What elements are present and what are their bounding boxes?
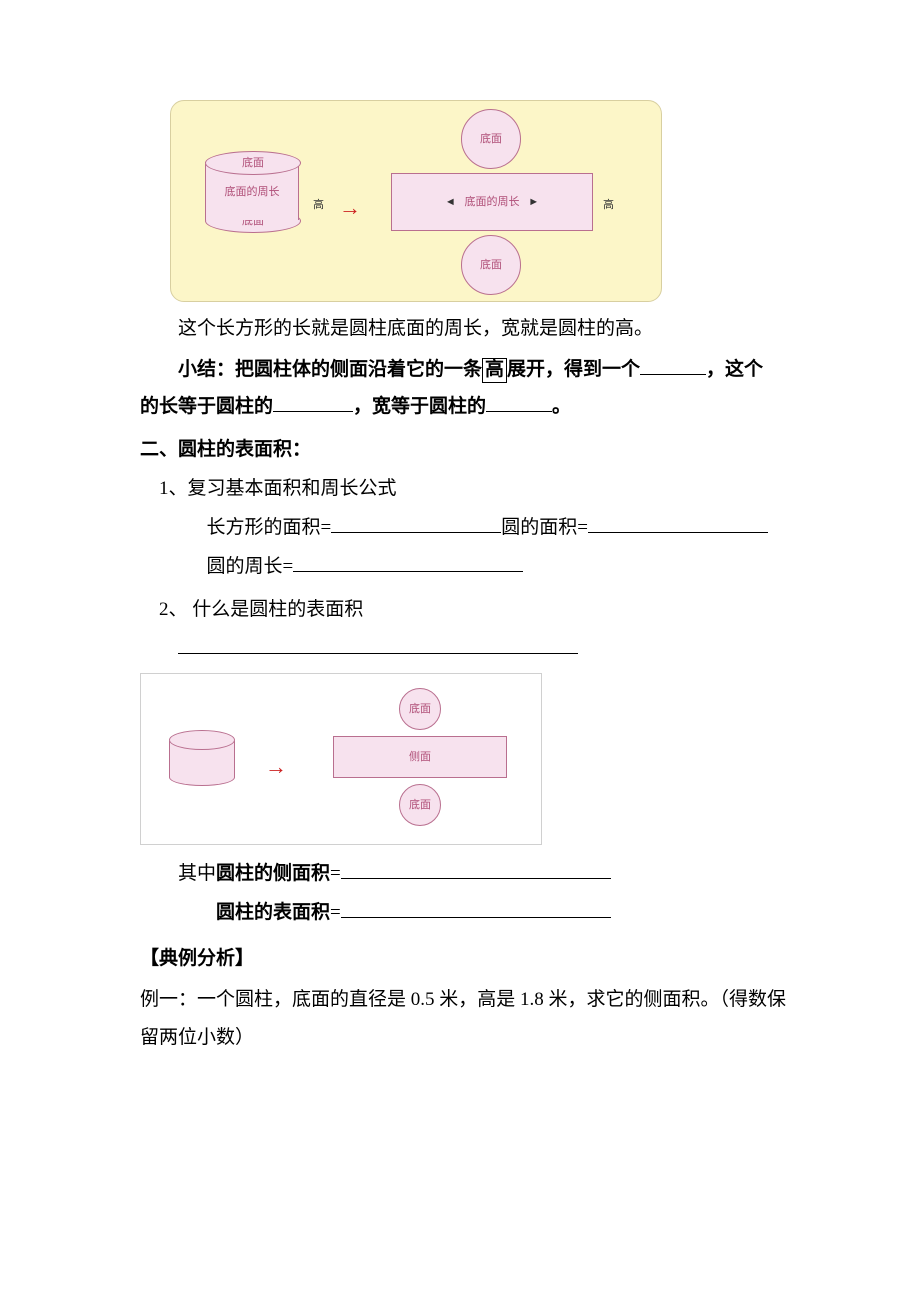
- unfolded-top-circle: 底面: [461, 109, 521, 169]
- surface-bottom-circle: 底面: [399, 784, 441, 826]
- surface-area-eq: =: [330, 902, 341, 923]
- formula-line-2: 圆的周长=: [207, 548, 791, 585]
- cylinder-top-face: 底面: [205, 151, 301, 175]
- cylinder-unfold-diagram: 底面 底面的周长 底面 高 → 底面 ◄ 底面的周长 ► 高 底面: [170, 100, 662, 302]
- summary-tail1: ，这个: [706, 359, 763, 380]
- blank-circle-area: [588, 509, 768, 533]
- example-1-text: 例一：一个圆柱，底面的直径是 0.5 米，高是 1.8 米，求它的侧面积。（得数…: [140, 981, 790, 1057]
- blank-rect-area: [331, 509, 501, 533]
- surface-side-rect: 侧面: [333, 736, 507, 778]
- section-2-heading: 二、圆柱的表面积：: [140, 431, 790, 468]
- paragraph-rect-description: 这个长方形的长就是圆柱底面的周长，宽就是圆柱的高。: [140, 310, 790, 347]
- unfolded-rectangle: ◄ 底面的周长 ►: [391, 173, 593, 231]
- lateral-area-bold: 圆柱的侧面积: [216, 863, 330, 884]
- examples-heading: 【典例分析】: [140, 940, 790, 977]
- summary-mid2: ，宽等于圆柱的: [353, 396, 486, 417]
- surface-area-bold: 圆柱的表面积: [216, 902, 330, 923]
- summary-end2: 。: [552, 396, 571, 417]
- lateral-area-prefix: 其中: [178, 863, 216, 884]
- blank-shape: [640, 351, 706, 375]
- circle-area-label: 圆的面积=: [501, 517, 588, 538]
- item-2-surface-area: 2、 什么是圆柱的表面积: [159, 591, 790, 628]
- arrow-left-icon: ◄: [445, 196, 456, 208]
- summary-boxed-word: 高: [482, 358, 507, 383]
- summary-paragraph: 小结：把圆柱体的侧面沿着它的一条高展开，得到一个 ，这个 的长等于圆柱的 ，宽等于圆…: [140, 351, 790, 425]
- unfolded-bottom-circle: 底面: [461, 235, 521, 295]
- arrow-right-icon: ►: [528, 196, 539, 208]
- surface-area-line: 圆柱的表面积=: [216, 894, 790, 931]
- height-label-right: 高: [603, 195, 614, 216]
- item-1-review-formulas: 1、复习基本面积和周长公式: [159, 470, 790, 507]
- blank-circle-perim: [293, 548, 523, 572]
- summary-line2a: 的长等于圆柱的: [140, 396, 273, 417]
- unfold-arrow-icon: →: [339, 187, 361, 230]
- blank-lateral-area: [341, 856, 611, 880]
- cylinder-surface-diagram: → 底面 侧面 底面: [140, 673, 542, 845]
- lateral-area-line: 其中圆柱的侧面积=: [178, 855, 790, 892]
- rect-label: 底面的周长: [465, 196, 520, 208]
- blank-width: [486, 388, 552, 412]
- summary-after-box: 展开，得到一个: [507, 359, 640, 380]
- lateral-area-eq: =: [330, 863, 341, 884]
- unfold-arrow-2-icon: →: [265, 746, 287, 789]
- blank-definition-line: [178, 630, 790, 667]
- summary-lead: 小结：把圆柱体的侧面沿着它的一条: [178, 359, 482, 380]
- height-label-left: 高: [313, 195, 324, 216]
- blank-surface-area: [341, 895, 611, 919]
- circle-perim-label: 圆的周长=: [207, 556, 294, 577]
- rect-area-label: 长方形的面积=: [207, 517, 332, 538]
- blank-what-is-surface: [178, 631, 578, 655]
- formula-line-1: 长方形的面积= 圆的面积=: [207, 509, 791, 546]
- simple-cylinder-shape: [169, 730, 235, 786]
- cylinder-shape: 底面 底面的周长 底面: [205, 151, 301, 233]
- surface-top-circle: 底面: [399, 688, 441, 730]
- blank-length: [273, 388, 353, 412]
